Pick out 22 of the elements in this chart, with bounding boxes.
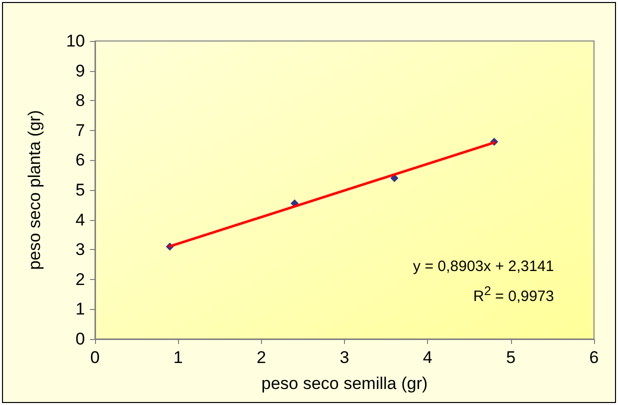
x-tick-label: 6 [589,348,599,367]
x-tick-label: 1 [173,348,183,367]
y-tick-label: 8 [76,91,85,110]
y-tick-label: 9 [76,61,85,80]
x-tick-label: 5 [506,348,516,367]
x-tick-label: 0 [90,348,100,367]
annotation: R$^{2}$ = 0,9973 [473,283,554,306]
x-axis-title: peso seco semilla (gr) [261,374,428,393]
y-tick-label: 3 [76,240,85,260]
x-tick-label: 4 [422,348,432,367]
y-axis-title: peso seco planta (gr) [25,110,44,270]
x-tick-label: 2 [256,348,266,367]
y-tick-label: 1 [76,300,85,319]
y-tick-label: 2 [76,270,85,289]
annotation: y = 0,8903x + 2,3141 [413,258,554,276]
y-tick-label: 5 [76,180,85,200]
y-tick-label: 4 [76,210,85,230]
y-tick-label: 0 [76,330,85,348]
x-tick-label: 3 [340,348,350,367]
y-tick-label: 10 [66,32,85,50]
y-tick-label: 7 [76,120,85,140]
y-tick-label: 6 [76,150,85,170]
